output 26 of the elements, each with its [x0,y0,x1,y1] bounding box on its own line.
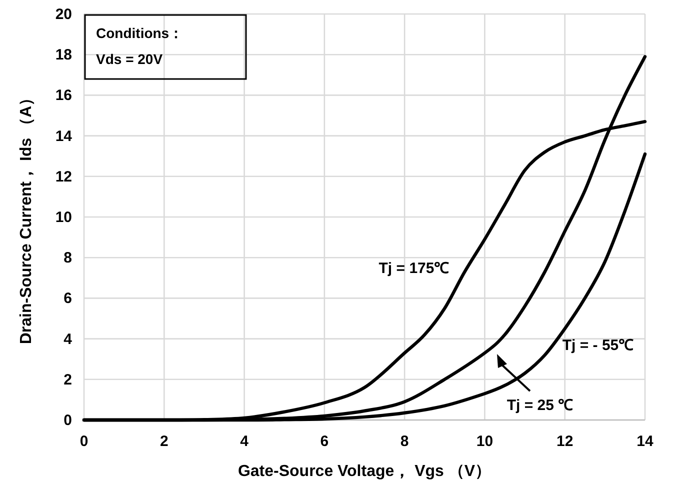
x-tick-label: 6 [320,433,329,450]
y-tick-label: 0 [64,412,72,429]
x-axis-title: Gate-Source Voltage， Vgs （V） [238,463,492,480]
y-tick-label: 14 [55,128,73,145]
y-tick-label: 6 [64,290,72,308]
x-tick-label: 2 [160,433,168,450]
y-tick-label: 20 [55,6,72,23]
x-tick-label: 0 [80,433,88,450]
y-tick-label: 16 [55,87,72,104]
y-tick-label: 12 [55,168,72,186]
x-tick-label: 4 [240,433,250,450]
annotation: Vds = 20V [96,51,164,67]
y-tick-label: 10 [55,209,72,226]
y-tick-label: 2 [64,371,72,388]
annotation: Conditions： [96,25,184,41]
x-tick-label: 10 [476,433,494,450]
y-tick-label: 18 [55,46,72,64]
annotation: Tj = 175℃ [378,260,450,277]
x-tick-label: 14 [636,433,654,450]
annotation: Tj = 25 ℃ [506,397,574,414]
y-axis-title: Drain-Source Current， Ids （A） [18,90,35,344]
x-tick-label: 8 [400,433,409,450]
x-tick-label: 12 [556,433,574,450]
y-tick-label: 8 [64,250,72,267]
annotation: Tj = - 55℃ [562,337,634,354]
y-tick-label: 4 [64,330,73,348]
